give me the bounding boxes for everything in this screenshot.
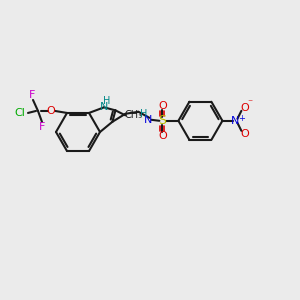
Text: F: F — [39, 122, 45, 132]
Text: ⁻: ⁻ — [248, 98, 253, 108]
Text: S: S — [158, 114, 166, 127]
Text: O: O — [240, 103, 249, 113]
Text: O: O — [46, 106, 56, 116]
Text: H: H — [140, 109, 147, 119]
Text: +: + — [238, 114, 245, 123]
Text: CH₃: CH₃ — [124, 110, 142, 120]
Text: N: N — [231, 116, 240, 126]
Text: O: O — [240, 129, 249, 139]
Text: H: H — [103, 96, 111, 106]
Text: O: O — [158, 131, 167, 141]
Text: N: N — [100, 102, 108, 112]
Text: Cl: Cl — [15, 108, 26, 118]
Text: O: O — [158, 101, 167, 111]
Text: F: F — [29, 90, 35, 100]
Text: N: N — [144, 115, 153, 125]
